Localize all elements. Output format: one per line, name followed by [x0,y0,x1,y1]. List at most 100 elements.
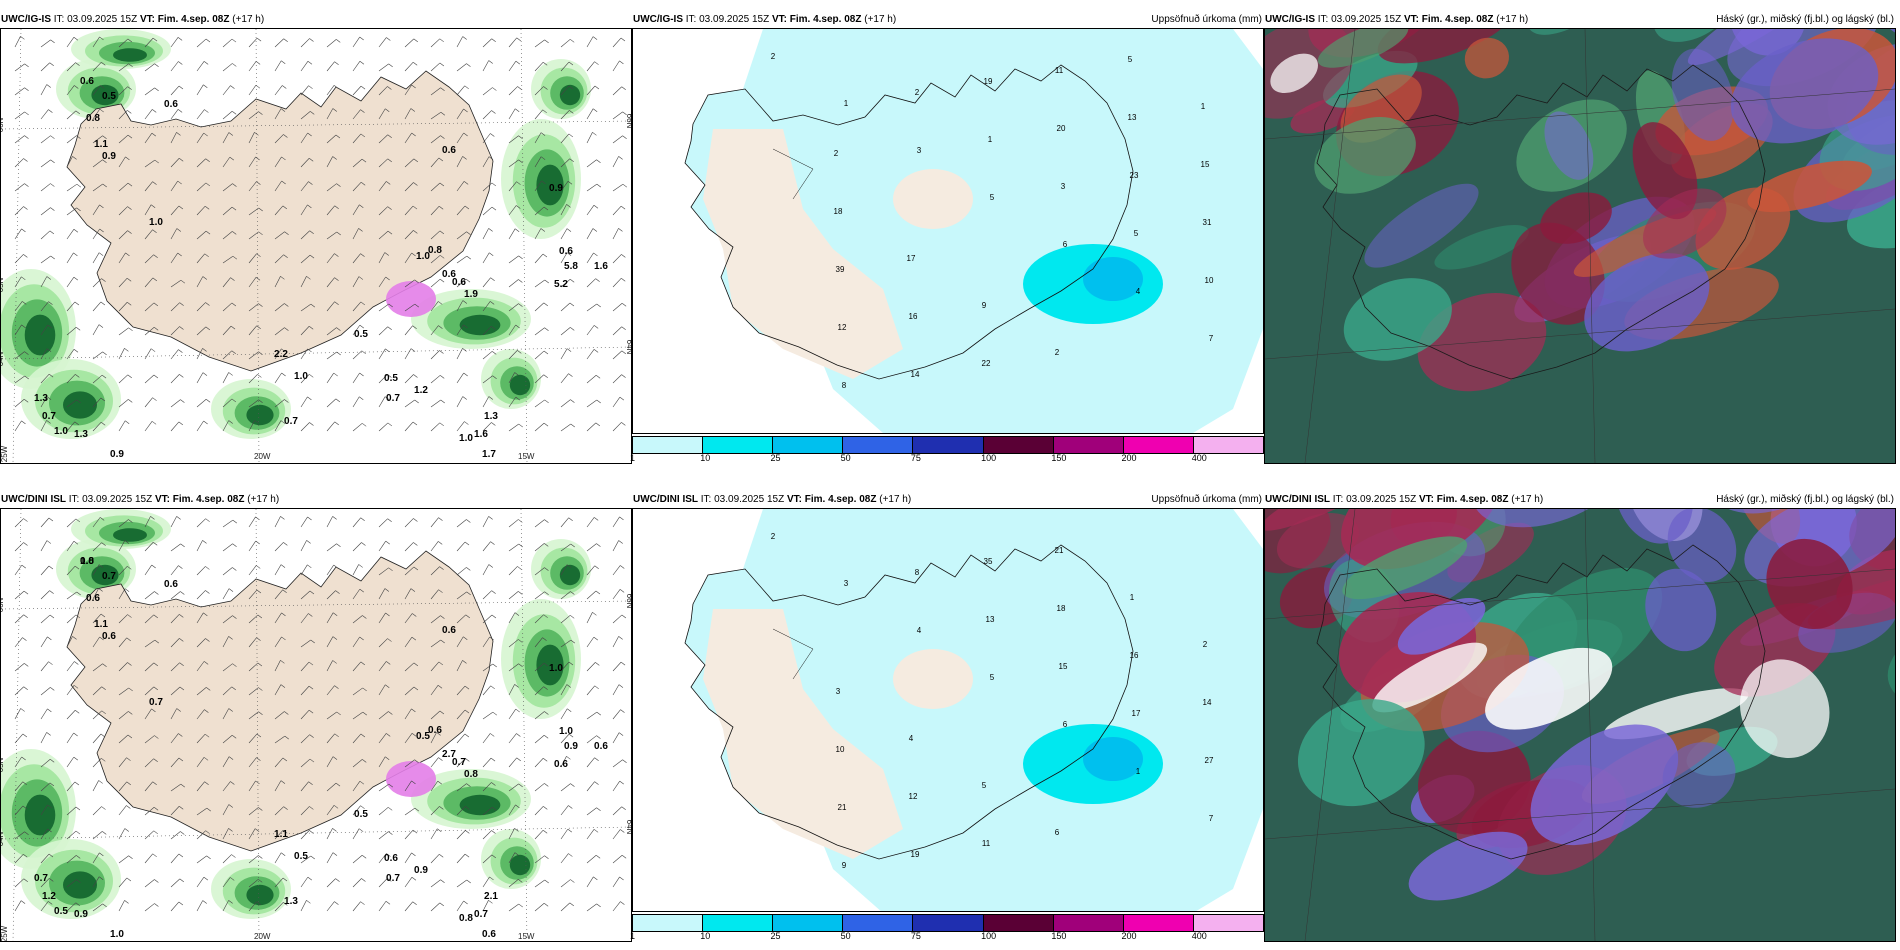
wind-barb-flag [619,516,624,521]
value-label: 5 [990,193,995,202]
wind-barb-flag [388,303,393,308]
wind-barb-flag [281,636,286,641]
wind-barb [196,612,204,624]
map-area[interactable] [1264,508,1896,942]
field-title: Uppsöfnuð úrkoma (mm) [1151,14,1262,25]
wind-barb [222,519,234,528]
value-label: 2 [1203,640,1208,649]
map-area[interactable] [1264,28,1896,464]
wind-barb-flag [206,807,212,812]
wind-barb [40,135,51,144]
wind-barb [534,567,545,576]
wind-barb [456,36,463,48]
wind-barb-flag [492,375,497,380]
wind-barb [40,636,48,648]
wind-barb [560,133,570,144]
precip-shade [246,404,274,426]
wind-barb [534,637,543,648]
wind-barb-flag [231,686,236,691]
wind-barb [612,350,623,360]
wind-barb [66,276,75,288]
longitude-line [255,509,260,941]
wind-barb [404,852,412,864]
wind-barb [196,420,204,432]
wind-barb-flag [596,903,601,908]
wind-barb [404,279,415,288]
wind-barb [326,756,334,768]
wind-barb-flag [23,878,28,883]
panel-title: UWC/IG-IS IT: 03.09.2025 15Z VT: Fim. 4.… [1,12,630,28]
cloud-layer-shade [1687,29,1835,66]
map-area[interactable]: 66N 65N 64N 25W 20W 15W 66N 64N 0.6 0.5 0.8 1.1 0.9 0… [0,28,632,464]
map-area[interactable]: 2 3 4 5 6 1 7 9 8 13 15 17 27 21 19 35 18 16 14 10 12 11 21 1 2 3… [632,508,1264,912]
wind-barb [196,855,207,864]
value-label: 1 [1130,593,1135,602]
wind-barb-flag [256,37,262,42]
wind-barb [300,85,309,96]
map-area[interactable]: 66N 65N 64N 25W 20W 15W 66N 64N 0.8 0.7 0.6 1.1 0.6 0… [0,508,632,942]
wind-barb-flag [518,279,523,283]
wind-barb-flag [154,159,159,164]
wind-barb-flag [151,708,156,713]
wind-barb-flag [230,877,235,881]
wind-barb [378,588,386,600]
wind-barb [482,663,493,672]
wind-barb [430,685,439,696]
wind-barb [92,636,100,648]
wind-barb-flag [231,398,237,403]
wind-barb [430,135,441,144]
wind-barb [222,372,229,384]
wind-barb [534,879,545,888]
wind-barb [144,109,153,120]
wind-barb [352,253,361,264]
wind-barb-flag [47,636,52,641]
wind-barb-flag [154,63,159,68]
wind-barb [66,781,76,792]
axis-tick-label: 66N [1,597,5,612]
wind-barb [66,301,76,312]
wind-barb [586,903,597,912]
wind-barb [248,156,256,168]
wind-barb-flag [46,732,51,736]
value-label: 2 [915,88,920,97]
wind-barb [378,63,389,72]
wind-barb-flag [596,543,601,547]
wind-barb-flag [488,516,493,520]
wind-barb [118,206,128,216]
wind-barb-flag [73,349,79,353]
precip-shade [559,84,581,106]
wind-barb-flag [73,732,78,737]
wind-barb-flag [280,684,286,688]
wind-barb [404,780,412,792]
value-label: 10 [836,745,845,754]
value-label: 7 [1209,334,1214,343]
wind-barb-flag [283,542,288,546]
wind-barb-flag [543,374,548,379]
wind-barb-flag [76,591,81,596]
cloud-layer-shade [1342,536,1468,600]
wind-barb-flag [177,252,182,257]
wind-barb-flag [595,590,601,595]
wind-barb-flag [362,759,367,763]
wind-barb [222,183,233,192]
wind-barb-flag [387,374,392,378]
wind-barb [274,348,282,360]
map-area[interactable]: 2 1 3 5 6 4 7 8 2 1 3 5 10 12 14 19 20 23 31 39 16 22 11 13 15 18… [632,28,1264,434]
wind-barb-flag [491,807,497,811]
wind-barb [118,327,129,336]
wind-barb-flag [411,780,416,785]
wind-barb-flag [280,660,285,664]
value-label: 2 [771,52,776,61]
wind-barb [222,231,233,240]
wind-barb [508,135,519,144]
wind-barb [508,255,519,264]
wind-barb [482,711,494,720]
wind-barb-flag [127,206,132,210]
wind-barb [144,254,154,264]
wind-barb-flag [388,711,393,715]
wind-barb-flag [75,62,80,66]
wind-barb-flag [334,253,339,257]
wind-barb [534,62,544,72]
wind-barb [560,85,570,96]
wind-barb-flag [621,350,627,355]
